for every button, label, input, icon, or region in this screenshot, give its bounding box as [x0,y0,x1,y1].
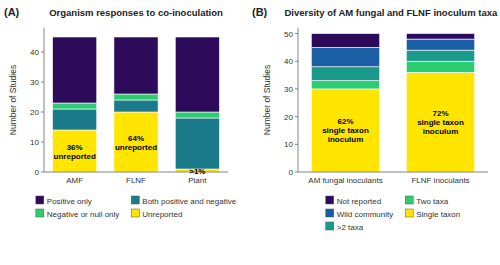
tick-label: 30 [284,85,293,94]
legend-label: Unreported [142,210,182,219]
bar-segment [175,112,219,118]
title: Diversity of AM fungal and FLNF inoculum… [284,7,498,18]
legend: Positive only Negative or null only Both p… [36,196,237,219]
legend-label: Two taxa [416,197,449,206]
tick-label: AM fungal inoculants [308,176,382,185]
axis-label: Number of Studies [262,65,272,135]
bar-segment [311,34,379,48]
annotation-line: 36% [67,143,83,152]
panel-label: (A) [4,6,20,18]
tick-label: 50 [284,30,293,39]
bar-segment [114,112,158,172]
annotation-line: 64% [128,134,144,143]
legend-swatch [405,196,413,204]
tick-label: 40 [284,57,293,66]
annotation: 72%single taxoninoculum [417,109,464,136]
legend-label: Negative or null only [47,210,119,219]
legend-label: Wild community [337,210,393,219]
title: Organism responses to co-inoculation [49,7,223,18]
legend-swatch [405,209,413,217]
legend-label: Not reported [337,197,381,206]
bar-segment [114,37,158,94]
annotation-line: unreported [54,152,96,161]
annotation-line: >1% [189,167,205,176]
tick-label: 30 [30,78,39,87]
bar-segment [406,50,474,61]
legend-swatch [36,209,44,217]
legend-label: Single taxon [416,210,460,219]
legend-swatch [36,196,44,204]
legend-label: >2 taxa [337,223,364,232]
tick-label: 40 [30,48,39,57]
bar-segment [311,67,379,81]
tick-mark [295,33,298,34]
annotation-line: inoculum [328,135,364,144]
tick-label: 10 [30,138,39,147]
bar-segment [53,103,97,109]
bar-segment [311,81,379,89]
annotation-line: unreported [115,143,157,152]
axis-label: Number of Studies [8,65,18,135]
tick-label: Plant [188,176,207,185]
bar-segment [114,100,158,112]
bar-segment [53,109,97,130]
bar-segment [311,89,379,172]
bar-segment [406,34,474,40]
tick-label: 10 [284,140,293,149]
annotation-line: single taxon [322,126,369,135]
axis-line [298,28,299,172]
annotation: 62%single taxoninoculum [322,117,369,144]
annotation: 36%unreported [54,143,96,161]
tick-mark [295,172,298,173]
axis-line [44,28,45,172]
tick-label: 20 [284,113,293,122]
bar-segment [114,94,158,100]
chart-root: (A) Organism responses to co-inoculation N… [0,0,500,265]
tick-label: 20 [30,108,39,117]
bar-segment [53,130,97,172]
legend-swatch [131,209,139,217]
axis-line [298,172,488,173]
tick-mark [41,82,44,83]
annotation-line: inoculum [423,127,459,136]
tick-label: AMF [66,176,83,185]
bar-segment [406,61,474,72]
panel-label: (B) [252,6,268,18]
legend-swatch [326,196,334,204]
panel: (A) Organism responses to co-inoculation N… [4,6,237,219]
bars [311,34,474,172]
bar-segment [311,47,379,66]
annotation-line: 72% [432,109,448,118]
annotation: >1% [189,167,205,176]
legend: Not reported Wild community >2 taxa Two tax… [326,196,460,232]
tick-label: FLNF inoculants [411,176,469,185]
tick-label: 0 [35,168,40,177]
legend-label: Positive only [47,197,92,206]
tick-mark [41,112,44,113]
tick-mark [295,61,298,62]
bar-segment [406,72,474,172]
tick-mark [41,142,44,143]
tick-mark [295,144,298,145]
legend-swatch [326,209,334,217]
panel: (B) Diversity of AM fungal and FLNF inocu… [252,6,498,232]
annotation: 64%unreported [115,134,157,152]
tick-mark [41,172,44,173]
annotation-line: 62% [337,117,353,126]
tick-mark [295,88,298,89]
legend-swatch [326,222,334,230]
bars [53,37,220,172]
bar-segment [175,37,219,112]
bar-segment [53,37,97,103]
legend-label: Both positive and negative [142,197,236,206]
bar-segment [175,118,219,169]
annotation-line: single taxon [417,118,464,127]
tick-label: FLNF [126,176,146,185]
legend-swatch [131,196,139,204]
tick-mark [295,116,298,117]
tick-label: 0 [289,168,294,177]
tick-mark [41,52,44,53]
bar-segment [406,39,474,50]
